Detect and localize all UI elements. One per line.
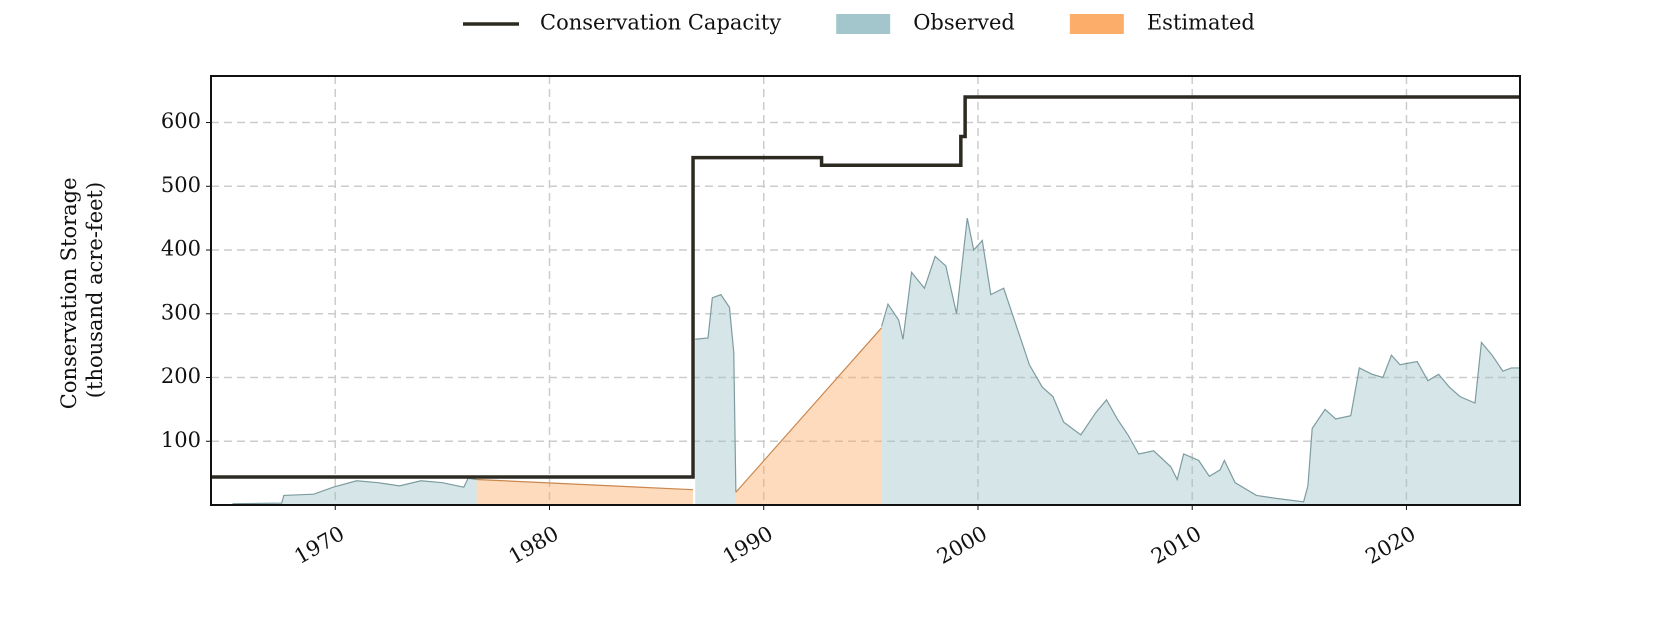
- legend-label: Conservation Capacity: [540, 11, 781, 35]
- y-tick-label: 100: [161, 428, 201, 452]
- area-outline: [695, 293, 737, 493]
- area-fill: [695, 294, 736, 505]
- y-tick-label: 400: [161, 237, 201, 261]
- x-tick-label: 2000: [933, 521, 991, 569]
- y-tick-label: 500: [161, 173, 201, 197]
- legend-label: Estimated: [1147, 11, 1255, 35]
- area-outline: [232, 477, 477, 505]
- area-fill: [476, 479, 694, 505]
- y-tick-label: 200: [161, 364, 201, 388]
- plot-frame: [210, 75, 1521, 506]
- x-tick-label: 1970: [290, 521, 348, 569]
- x-tick-label: 1980: [504, 521, 562, 569]
- area-fill: [735, 327, 882, 505]
- area-fill: [232, 478, 477, 505]
- y-tick-label: 300: [161, 300, 201, 324]
- x-tick-label: 1990: [719, 521, 777, 569]
- area-fill: [881, 218, 1520, 505]
- legend-swatch: [836, 14, 891, 34]
- y-axis-label-line: Conservation Storage: [57, 177, 81, 409]
- x-tick-label: 2020: [1361, 521, 1419, 569]
- y-axis-label: Conservation Storage (thousand acre-feet…: [57, 171, 107, 409]
- area-outline: [735, 327, 883, 493]
- x-tick-label: 2010: [1147, 521, 1205, 569]
- y-axis-label-line: (thousand acre-feet): [83, 182, 107, 398]
- plot-area: [211, 95, 1520, 505]
- capacity-line: [211, 95, 1520, 479]
- legend-swatch: [1069, 14, 1124, 34]
- legend-label: Observed: [913, 11, 1015, 35]
- y-tick-label: 600: [161, 109, 201, 133]
- area-outline: [880, 218, 1520, 503]
- area-outline: [476, 478, 694, 491]
